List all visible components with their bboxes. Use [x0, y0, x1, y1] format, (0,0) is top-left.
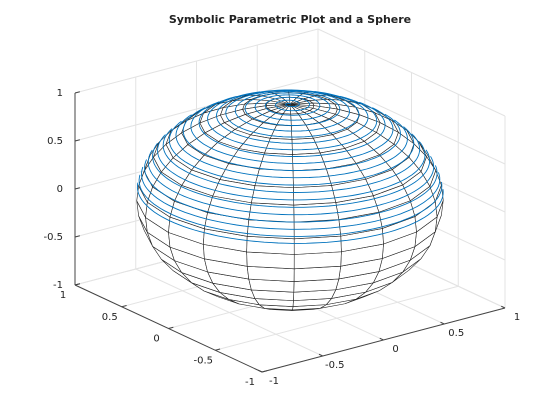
y-tick-label: 1 [60, 290, 66, 301]
sphere-face [251, 185, 295, 206]
grid-line [74, 76, 319, 142]
tick-mark [501, 305, 506, 309]
tick-mark [261, 370, 267, 373]
tick-mark [121, 304, 127, 308]
x-tick-label: 0.5 [448, 328, 464, 339]
z-tick-label: 1 [57, 88, 63, 99]
y-tick-label: 0.5 [102, 312, 118, 323]
tick-mark [74, 139, 80, 142]
sphere-face [293, 235, 342, 255]
chart-title: Symbolic Parametric Plot and a Sphere [169, 13, 411, 26]
tick-mark [318, 353, 323, 357]
x-tick-label: -1 [269, 376, 279, 387]
tick-mark [379, 337, 384, 341]
tick-mark [168, 326, 174, 329]
x-tick-label: 0 [392, 344, 398, 355]
grid-line [317, 76, 506, 165]
sphere-face [293, 185, 337, 206]
grid-line [317, 28, 506, 117]
y-tick-label: -0.5 [193, 355, 213, 366]
tick-mark [74, 91, 80, 94]
grid-line [74, 28, 319, 94]
tick-mark [74, 187, 80, 190]
tick-mark [74, 235, 80, 238]
tick-mark [215, 348, 221, 351]
sphere-face [246, 236, 295, 255]
tick-mark [440, 321, 445, 325]
z-tick-label: 0 [57, 184, 63, 195]
z-tick-label: -1 [53, 280, 63, 291]
tick-mark [74, 283, 80, 286]
y-tick-label: 0 [153, 334, 159, 345]
z-tick-label: -0.5 [43, 232, 63, 243]
sphere-face [246, 251, 295, 270]
parametric-curve [136, 89, 444, 244]
grid-line [215, 285, 459, 351]
x-tick-label: -0.5 [325, 360, 345, 371]
tick-mark [258, 369, 263, 373]
x-tick-label: 1 [514, 312, 520, 323]
y-tick-label: -1 [245, 377, 255, 388]
z-tick-label: 0.5 [47, 136, 63, 147]
